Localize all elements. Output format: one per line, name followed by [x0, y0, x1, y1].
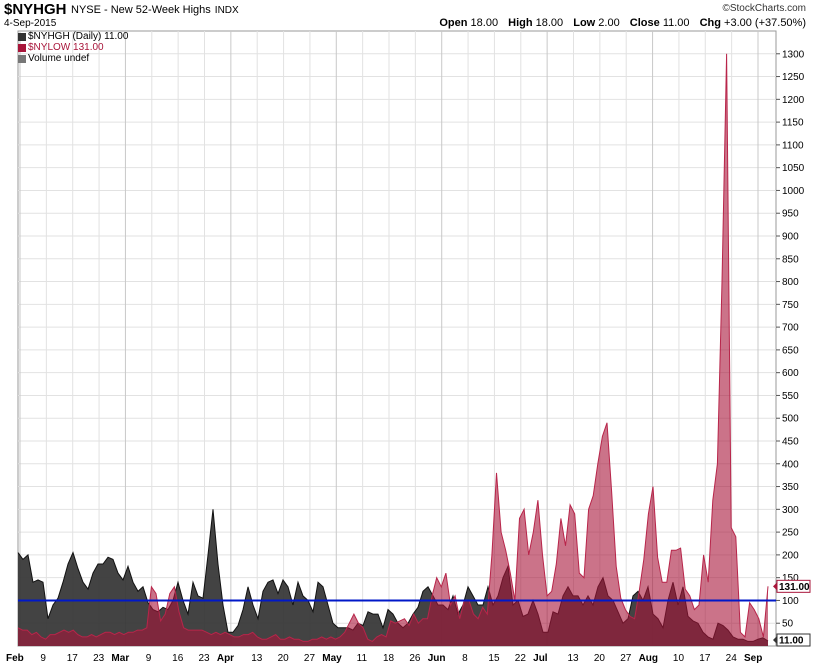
x-tick-label: Sep	[744, 653, 762, 664]
y-tick-label: 300	[782, 505, 799, 516]
y-tick-label: 1300	[782, 49, 805, 60]
x-tick-label: 13	[568, 653, 580, 664]
x-tick-label: 17	[699, 653, 711, 664]
legend-item-nyhgh: $NYHGH (Daily) 11.00	[18, 31, 128, 42]
x-tick-label: 20	[278, 653, 290, 664]
y-tick-label: 1050	[782, 163, 805, 174]
nyhgh-swatch-icon	[18, 32, 26, 41]
x-tick-label: 16	[172, 653, 184, 664]
low-label: Low	[573, 17, 596, 29]
x-tick-label: Mar	[111, 653, 129, 664]
y-tick-label: 1000	[782, 186, 805, 197]
symbol-description: NYSE - New 52-Week Highs INDX	[71, 4, 239, 16]
nyhgh-last-value-text: 11.00	[779, 636, 804, 647]
close-value: 11.00	[662, 17, 690, 29]
y-tick-label: 450	[782, 437, 799, 448]
open-label: Open	[439, 17, 468, 29]
x-tick-label: Jul	[533, 653, 548, 664]
x-tick-label: May	[322, 653, 342, 664]
y-tick-label: 1150	[782, 118, 804, 129]
chart-legend: $NYHGH (Daily) 11.00 $NYLOW 131.00 Volum…	[18, 31, 128, 64]
legend-label: $NYHGH (Daily) 11.00	[28, 31, 129, 42]
x-tick-label: 27	[620, 653, 632, 664]
legend-label: $NYLOW 131.00	[28, 42, 104, 53]
x-tick-label: 27	[304, 653, 316, 664]
x-tick-label: 9	[40, 653, 46, 664]
low-value: 2.00	[598, 17, 620, 29]
nylow-last-value-text: 131.00	[779, 582, 810, 593]
chg-label: Chg	[699, 17, 721, 29]
x-tick-label: 9	[146, 653, 152, 664]
x-tick-label: Feb	[6, 653, 24, 664]
x-tick-label: 20	[594, 653, 606, 664]
y-tick-label: 1100	[782, 140, 804, 151]
y-tick-label: 900	[782, 232, 799, 243]
plot-frame	[17, 30, 777, 647]
x-tick-label: 8	[462, 653, 468, 664]
description-text: NYSE - New 52-Week Highs	[71, 4, 211, 16]
stockcharts-logo[interactable]: ©StockCharts.com	[722, 3, 806, 14]
y-tick-label: 600	[782, 368, 799, 379]
high-value: 18.00	[535, 17, 564, 29]
y-tick-label: 950	[782, 209, 799, 220]
y-tick-label: 100	[782, 596, 799, 607]
nylow-line	[17, 53, 769, 643]
x-tick-label: 11	[357, 653, 368, 664]
x-tick-label: 13	[251, 653, 263, 664]
legend-label: Volume undef	[28, 53, 90, 64]
x-tick-label: 26	[409, 653, 421, 664]
y-tick-label: 800	[782, 277, 799, 288]
close-label: Close	[629, 17, 660, 29]
y-tick-label: 850	[782, 254, 799, 265]
index-tag: INDX	[214, 5, 239, 16]
chg-value: +3.00 (+37.50%)	[724, 17, 806, 29]
x-tick-label: 23	[199, 653, 211, 664]
y-tick-label: 1250	[782, 72, 805, 83]
y-tick-label: 750	[782, 300, 799, 311]
legend-item-nylow: $NYLOW 131.00	[18, 42, 128, 53]
x-tick-label: 23	[93, 653, 105, 664]
chart-header: $NYHGH NYSE - New 52-Week Highs INDX 4-Se…	[0, 0, 820, 50]
x-tick-label: 17	[67, 653, 79, 664]
x-tick-label: Apr	[217, 653, 234, 664]
legend-item-volume: Volume undef	[18, 53, 128, 64]
chart-date: 4-Sep-2015	[4, 18, 57, 29]
ohlc-summary: Open 18.00 High 18.00 Low 2.00 Close 11.…	[439, 17, 806, 29]
x-tick-label: 24	[726, 653, 738, 664]
nylow-swatch-icon	[18, 43, 26, 52]
x-tick-label: Jun	[428, 653, 446, 664]
y-tick-label: 350	[782, 482, 799, 493]
y-tick-label: 1200	[782, 95, 805, 106]
x-tick-label: 18	[383, 653, 395, 664]
y-tick-label: 500	[782, 414, 799, 425]
nylow-last-value: 131.00	[773, 579, 811, 593]
y-tick-label: 550	[782, 391, 799, 402]
symbol-title: $NYHGH	[4, 1, 67, 18]
y-tick-label: 400	[782, 459, 799, 470]
y-tick-label: 250	[782, 528, 799, 539]
x-tick-label: 10	[673, 653, 685, 664]
y-tick-label: 650	[782, 345, 799, 356]
y-tick-label: 50	[782, 619, 794, 630]
nylow-last-value-pointer-icon	[773, 582, 777, 591]
x-tick-label: 15	[488, 653, 500, 664]
volume-swatch-icon	[18, 54, 26, 63]
open-value: 18.00	[470, 17, 499, 29]
y-tick-label: 700	[782, 323, 799, 334]
high-label: High	[508, 17, 533, 29]
nyhgh-last-value: 11.00	[773, 633, 811, 647]
nyhgh-last-value-pointer-icon	[773, 636, 777, 644]
y-tick-label: 150	[782, 573, 799, 584]
x-tick-label: Aug	[639, 653, 658, 664]
y-tick-label: 200	[782, 550, 799, 561]
x-tick-label: 22	[515, 653, 527, 664]
